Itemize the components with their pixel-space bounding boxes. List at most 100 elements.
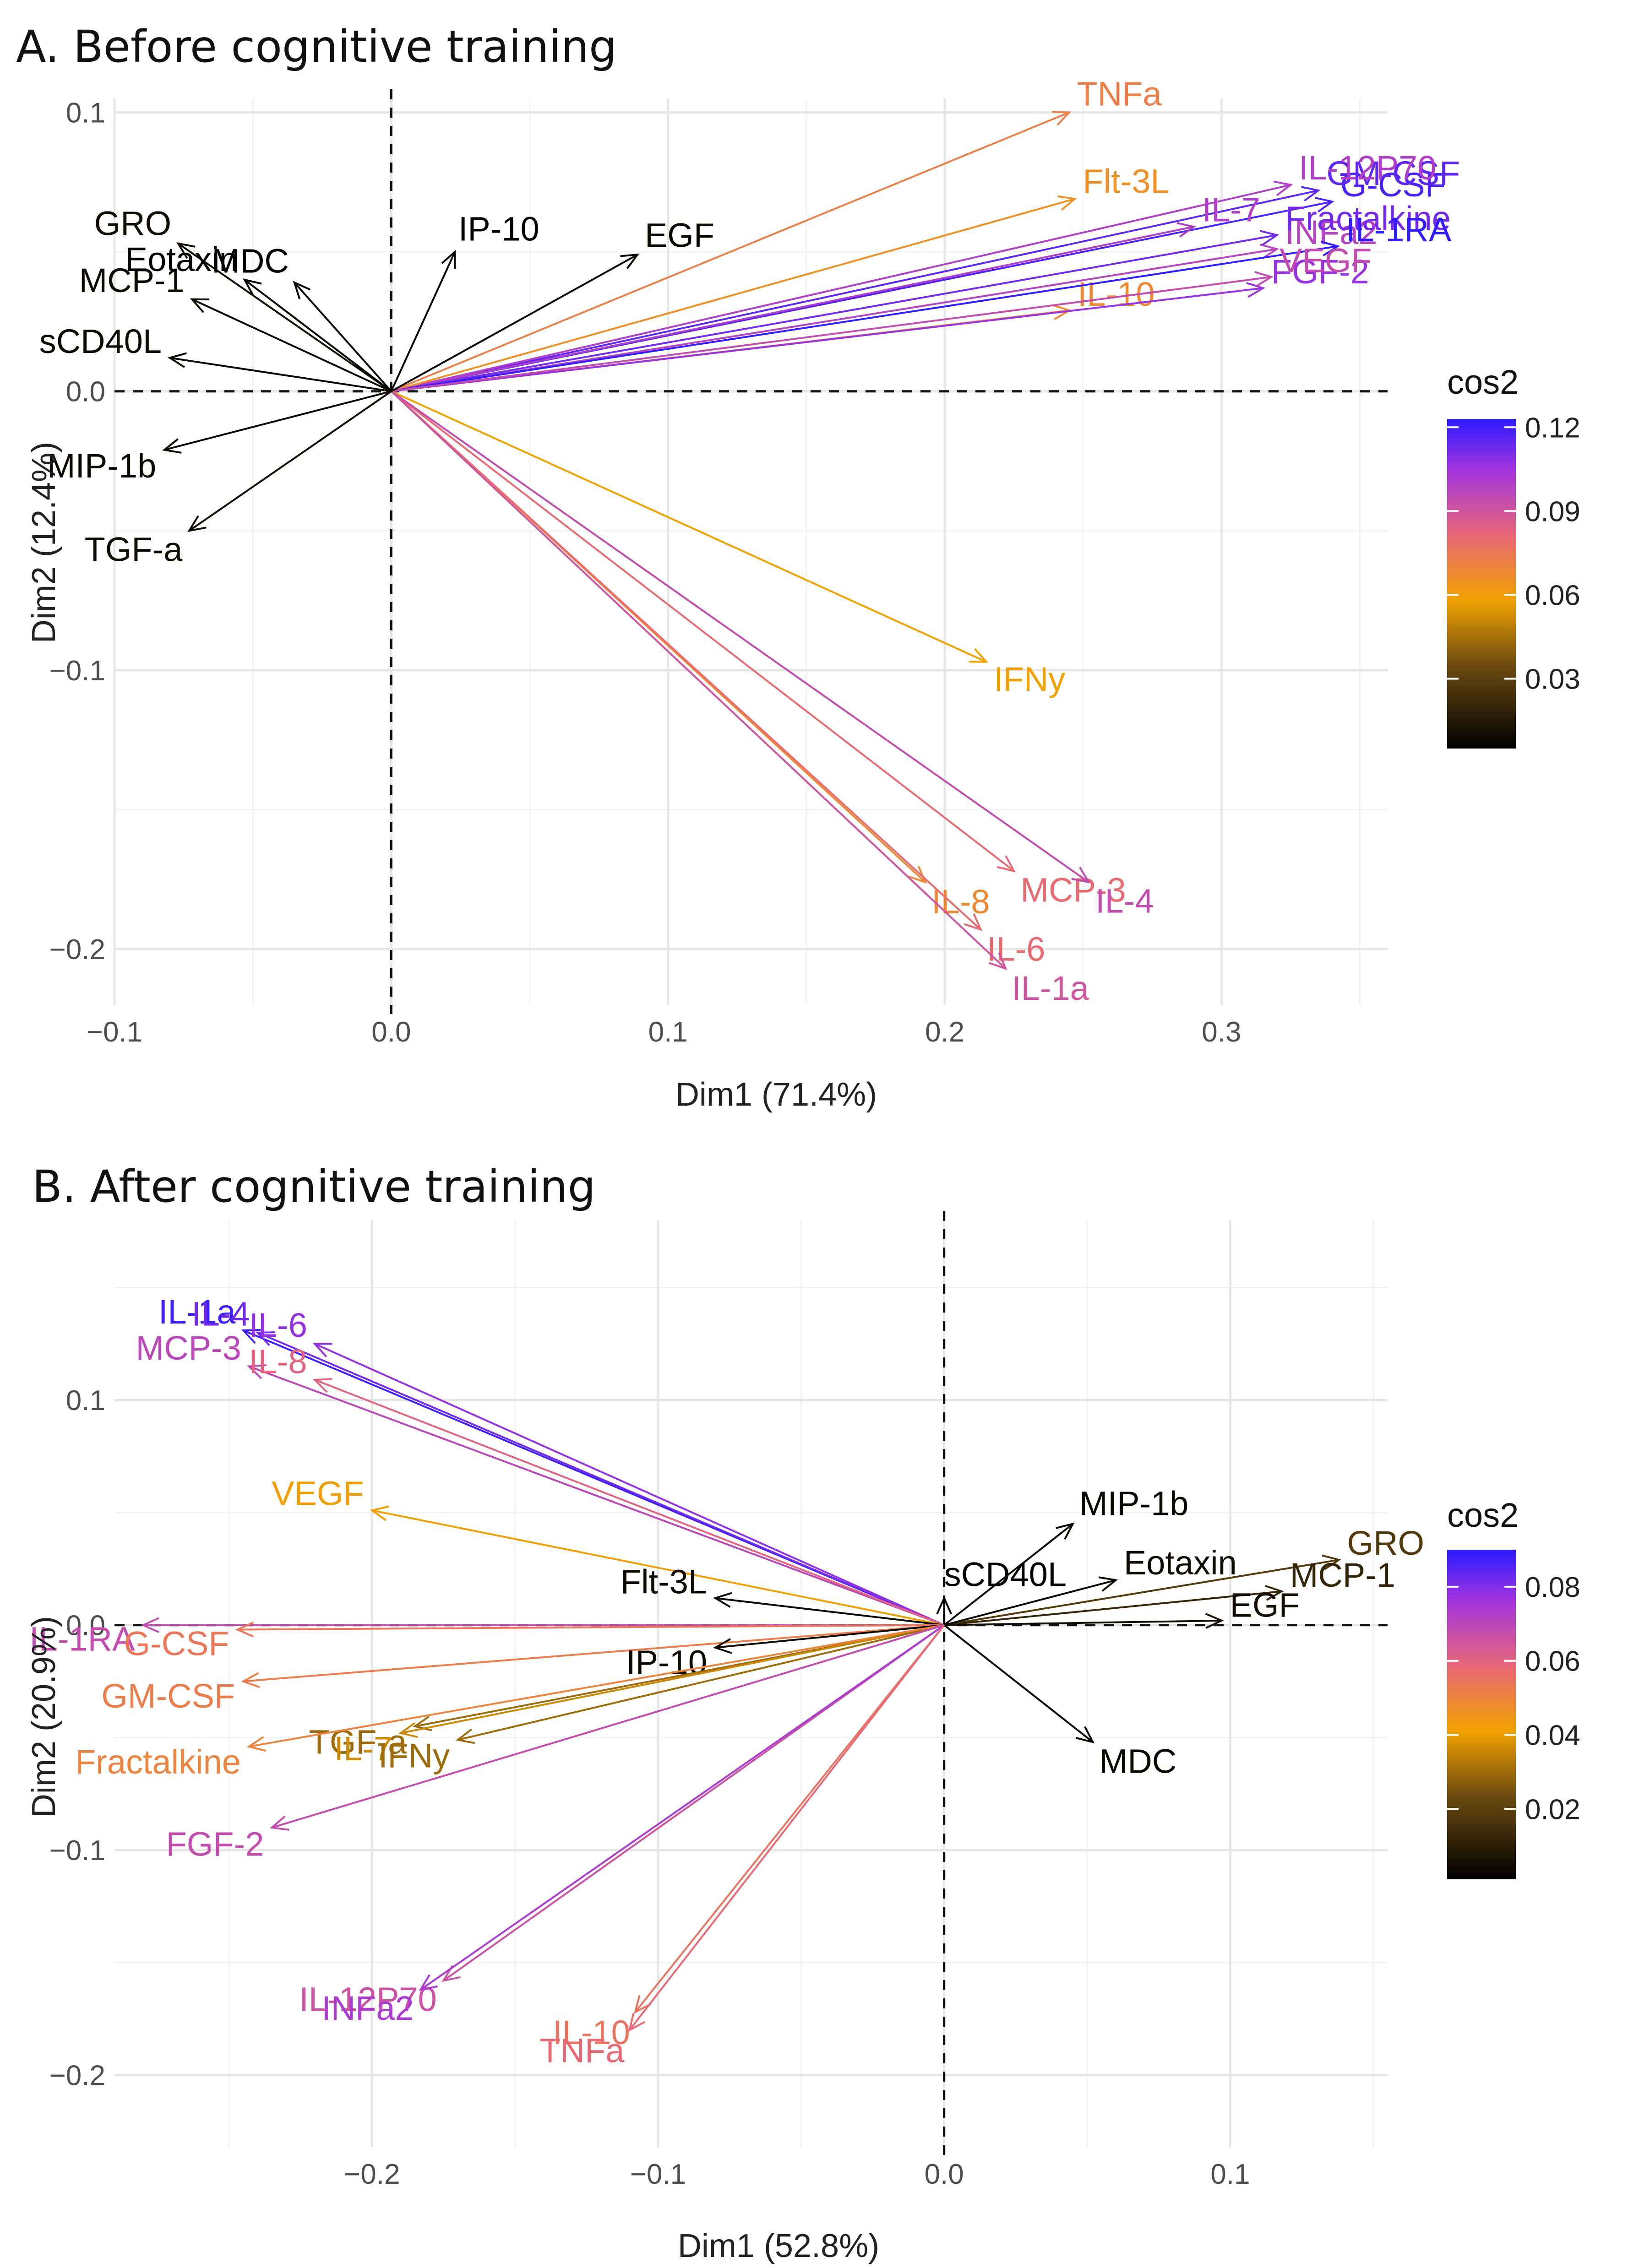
panel-a-legend-ticks: 0.03 0.06 0.09 0.12 — [1447, 412, 1580, 695]
arrow-head — [1176, 222, 1196, 238]
variable-label: IL-1a — [158, 1293, 236, 1331]
variable-arrow-mdc: MDC — [212, 242, 392, 392]
arrow-head — [398, 1722, 418, 1738]
arrow-shaft — [391, 391, 1015, 872]
variable-arrow-il-8: IL-8 — [249, 1342, 945, 1626]
x-tick-label: 0.0 — [371, 1016, 411, 1048]
variable-arrow-mcp-3: MCP-3 — [391, 391, 1126, 909]
x-tick-label: 0.2 — [925, 1016, 964, 1048]
variable-arrow-tgf-a: TGF-a — [85, 391, 392, 569]
legend-tick-label: 0.06 — [1525, 1646, 1580, 1677]
arrow-head — [293, 281, 311, 299]
variable-label: TNFa — [1077, 75, 1162, 113]
variable-label: TGF-a — [85, 531, 183, 569]
variable-label: Flt-3L — [621, 1563, 707, 1601]
variable-label: MCP-3 — [1020, 871, 1126, 909]
panel-b-axis-ticks: −0.2 −0.1 0.0 0.1 −0.2 −0.1 0.0 0.1 — [49, 1385, 1250, 2190]
variable-arrow-mcp-1: MCP-1 — [79, 261, 392, 392]
variable-arrow-il-6: IL-6 — [249, 1306, 945, 1626]
y-tick-label: 0.1 — [66, 97, 105, 129]
variable-arrow-il-6: IL-6 — [390, 391, 1045, 968]
variable-arrow-eotaxin: Eotaxin — [944, 1544, 1237, 1626]
arrow-head — [1098, 1576, 1118, 1592]
variable-arrow-il-12p70: IL-12P70 — [391, 149, 1436, 392]
arrow-shaft — [391, 390, 987, 663]
arrow-head — [936, 1595, 953, 1615]
arrow-head — [1205, 1613, 1224, 1629]
variable-arrow-mip-1b: MIP-1b — [943, 1484, 1188, 1626]
arrow-shaft — [457, 1624, 945, 1741]
arrow-shaft — [294, 282, 392, 392]
arrow-shaft — [314, 1379, 945, 1626]
arrow-shaft — [944, 1559, 1339, 1626]
variable-label: IL-8 — [249, 1342, 307, 1380]
variable-label: Fractalkine — [75, 1743, 241, 1781]
variable-label: FGF-2 — [166, 1825, 264, 1863]
x-tick-label: 0.3 — [1202, 1016, 1241, 1048]
variable-arrow-g-csf: G-CSF — [124, 1622, 944, 1663]
arrow-head — [413, 1715, 432, 1731]
variable-label: IL-7 — [334, 1730, 393, 1768]
arrow-shaft — [391, 276, 1272, 392]
variable-label: IL-4 — [191, 1295, 250, 1333]
variable-arrow-mdc: MDC — [943, 1624, 1176, 1780]
arrow-head — [1259, 230, 1280, 246]
variable-label: IL-1a — [1012, 969, 1089, 1007]
arrow-head — [1273, 180, 1293, 196]
variable-label: IL-6 — [987, 930, 1045, 968]
x-tick-label: −0.2 — [344, 2159, 400, 2190]
variable-arrow-il-12p70: IL-12P70 — [299, 1624, 945, 2018]
arrow-head — [969, 648, 989, 663]
panel-a-axis-ticks: −0.1 0.0 0.1 0.2 0.3 −0.2 −0.1 0.0 0.1 — [49, 97, 1241, 1048]
variable-label: INFa2 — [321, 1989, 414, 2027]
arrow-head — [190, 298, 210, 313]
arrow-shaft — [400, 1624, 945, 1734]
variable-arrow-gro: GRO — [944, 1524, 1424, 1626]
variable-arrow-il-1ra: IL-1RA — [391, 211, 1452, 392]
panel-b: B. After cognitive training −0.2 −0.1 0.0 0… — [26, 1161, 1580, 2264]
arrow-head — [370, 1505, 389, 1521]
arrow-head — [713, 1638, 732, 1654]
arrow-shaft — [715, 1624, 944, 1649]
panel-a-legend: cos2 0.03 0.06 0.09 0.12 — [1447, 363, 1580, 749]
arrow-shaft — [391, 190, 1319, 392]
y-tick-label: −0.2 — [49, 934, 105, 966]
variable-arrow-vegf: VEGF — [391, 242, 1372, 392]
variable-label: IL-12P70 — [1299, 149, 1436, 187]
arrow-head — [628, 2013, 645, 2032]
arrow-head — [168, 352, 187, 368]
arrow-head — [187, 515, 207, 532]
panel-b-x-axis-title: Dim1 (52.8%) — [678, 2228, 879, 2264]
variable-label: EGF — [645, 216, 714, 254]
arrow-head — [176, 242, 196, 259]
variable-label: Eotaxin — [1124, 1544, 1237, 1582]
x-tick-label: 0.1 — [648, 1016, 688, 1048]
x-tick-label: 0.1 — [1210, 2159, 1250, 2190]
panel-a-x-axis-title: Dim1 (71.4%) — [675, 1076, 877, 1113]
arrow-head — [713, 1592, 732, 1608]
variable-arrow-gm-csf: GM-CSF — [391, 154, 1460, 392]
y-tick-label: −0.1 — [49, 655, 105, 687]
arrow-shaft — [391, 111, 1070, 392]
y-tick-label: 0.0 — [66, 376, 105, 408]
variable-arrow-ip-10: IP-10 — [390, 210, 539, 392]
variable-arrow-fractalkine: Fractalkine — [75, 1624, 945, 1781]
arrow-shaft — [257, 1331, 945, 1626]
arrow-head — [1056, 1522, 1075, 1540]
arrow-shaft — [391, 226, 1194, 392]
arrow-shaft — [237, 1624, 944, 1631]
variable-arrow-egf: EGF — [944, 1586, 1300, 1629]
arrow-head — [1076, 1726, 1095, 1744]
x-tick-label: −0.1 — [630, 2159, 686, 2190]
y-tick-label: −0.2 — [49, 2060, 105, 2092]
arrow-head — [312, 1378, 332, 1393]
variable-label: IFNy — [994, 660, 1065, 698]
variable-arrow-tgf-a: TGF-a — [309, 1624, 945, 1761]
variable-label: MCP-1 — [79, 261, 185, 299]
arrow-head — [1254, 271, 1274, 287]
variable-arrow-scd40l: sCD40L — [936, 1556, 1067, 1625]
panel-b-legend-title: cos2 — [1447, 1496, 1519, 1534]
variable-label: MCP-3 — [136, 1329, 241, 1367]
variable-label: EGF — [1230, 1586, 1300, 1624]
